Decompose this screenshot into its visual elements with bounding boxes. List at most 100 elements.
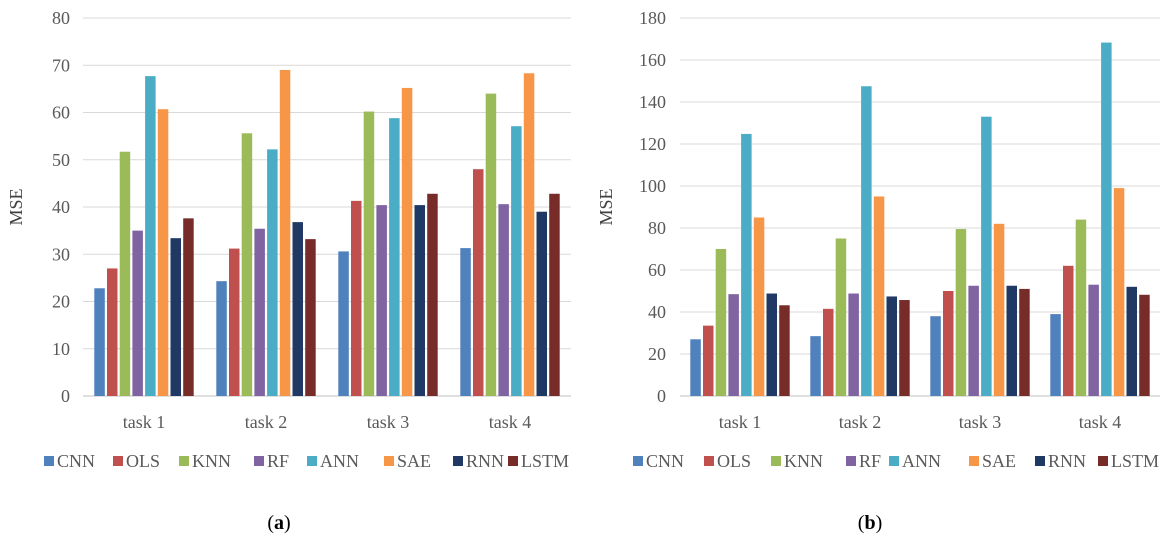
- y-tick-label: 140: [639, 92, 666, 112]
- bar-lstm: [1019, 288, 1030, 396]
- legend-label-rnn: RNN: [1048, 451, 1086, 471]
- y-axis-label: MSE: [596, 188, 616, 225]
- y-tick-label: 60: [52, 103, 70, 123]
- bar-knn: [955, 229, 967, 396]
- y-tick-label: 40: [52, 197, 70, 217]
- bar-ols: [943, 291, 954, 396]
- bar-rnn: [536, 211, 547, 396]
- bar-knn: [485, 93, 497, 396]
- bar-lstm: [899, 300, 910, 396]
- bar-ols: [703, 325, 714, 396]
- legend-swatch-lstm: [1098, 456, 1108, 466]
- y-tick-label: 100: [639, 176, 666, 196]
- legend-swatch-cnn: [633, 456, 643, 466]
- legend-label-rf: RF: [859, 451, 881, 471]
- bar-rnn: [1126, 286, 1137, 396]
- bar-rf: [728, 294, 739, 396]
- legend-label-rnn: RNN: [466, 451, 504, 471]
- bar-lstm: [1139, 294, 1150, 396]
- bar-rnn: [170, 238, 181, 396]
- legend-label-sae: SAE: [397, 451, 431, 471]
- bar-ols: [1063, 265, 1074, 396]
- y-tick-label: 40: [648, 302, 666, 322]
- bar-sae: [993, 223, 1005, 396]
- bar-knn: [835, 238, 847, 396]
- legend-swatch-ols: [113, 456, 123, 466]
- bar-rnn: [292, 222, 303, 396]
- bar-knn: [119, 151, 131, 396]
- bar-ann: [1101, 42, 1112, 396]
- legend-swatch-rnn: [453, 456, 463, 466]
- y-tick-label: 10: [52, 339, 70, 359]
- legend-label-sae: SAE: [982, 451, 1016, 471]
- y-tick-label: 30: [52, 244, 70, 264]
- bar-cnn: [690, 339, 701, 396]
- x-tick-label: task 2: [245, 412, 288, 432]
- legend-swatch-sae: [969, 456, 979, 466]
- legend-swatch-ann: [307, 456, 317, 466]
- bar-ols: [107, 268, 118, 396]
- bar-sae: [753, 217, 765, 396]
- bar-rf: [1088, 284, 1099, 396]
- x-tick-label: task 4: [1079, 412, 1122, 432]
- legend-swatch-knn: [771, 456, 781, 466]
- y-tick-label: 20: [52, 292, 70, 312]
- bar-cnn: [930, 316, 941, 396]
- legend-label-ols: OLS: [717, 451, 751, 471]
- legend-swatch-cnn: [44, 456, 54, 466]
- chart-a: 0 10 20 30 40 50 60 70 80 MSE task 1 task 2 task 3 ta…: [6, 8, 571, 471]
- y-tick-label: 80: [52, 8, 70, 28]
- caption-b: (b): [858, 512, 882, 534]
- y-tick-label: 0: [61, 386, 70, 406]
- bar-ols: [351, 200, 362, 396]
- y-tick-label: 80: [648, 218, 666, 238]
- bar-sae: [401, 87, 413, 397]
- bar-ann: [267, 149, 278, 396]
- x-tick-label: task 1: [123, 412, 166, 432]
- bar-knn: [1075, 219, 1087, 396]
- bar-ols: [229, 248, 240, 396]
- y-axis-label: MSE: [6, 188, 26, 225]
- bar-ann: [861, 86, 872, 396]
- legend-swatch-ann: [889, 456, 899, 466]
- legend-label-cnn: CNN: [57, 451, 95, 471]
- x-tick-label: task 2: [839, 412, 882, 432]
- x-tick-label: task 3: [367, 412, 410, 432]
- bar-rf: [254, 228, 265, 396]
- bar-sae: [279, 69, 291, 396]
- bar-rnn: [414, 205, 425, 396]
- caption-text: (a): [267, 512, 290, 534]
- legend-label-ols: OLS: [126, 451, 160, 471]
- bar-lstm: [549, 193, 560, 396]
- chart-b: 0 20 40 60 80 100 120 140 160 180 MSE task 1 task 2 t…: [596, 8, 1160, 471]
- y-tick-label: 160: [639, 50, 666, 70]
- bar-cnn: [460, 248, 471, 396]
- caption-a: (a): [267, 512, 290, 534]
- bar-ann: [389, 118, 400, 397]
- y-tick-label: 20: [648, 344, 666, 364]
- legend-label-knn: KNN: [192, 451, 231, 471]
- bar-rf: [848, 293, 859, 396]
- bar-lstm: [305, 239, 316, 396]
- bar-sae: [873, 196, 885, 396]
- bar-rnn: [1006, 285, 1017, 396]
- legend-swatch-ols: [704, 456, 714, 466]
- bar-rnn: [886, 296, 897, 396]
- legend-swatch-sae: [384, 456, 394, 466]
- legend-swatch-lstm: [508, 456, 518, 466]
- legend-label-rf: RF: [267, 451, 289, 471]
- x-tick-label: task 3: [959, 412, 1002, 432]
- bar-ols: [473, 169, 484, 396]
- bar-ann: [741, 133, 752, 397]
- bar-rf: [132, 230, 143, 396]
- bar-knn: [363, 111, 375, 397]
- x-tick-label: task 4: [489, 412, 532, 432]
- legend-label-ann: ANN: [320, 451, 359, 471]
- y-tick-label: 60: [648, 260, 666, 280]
- bar-ann: [511, 126, 522, 396]
- bar-cnn: [338, 251, 349, 396]
- bar-cnn: [1050, 314, 1061, 396]
- bar-rf: [498, 204, 509, 396]
- legend-label-cnn: CNN: [646, 451, 684, 471]
- y-tick-label: 0: [657, 386, 666, 406]
